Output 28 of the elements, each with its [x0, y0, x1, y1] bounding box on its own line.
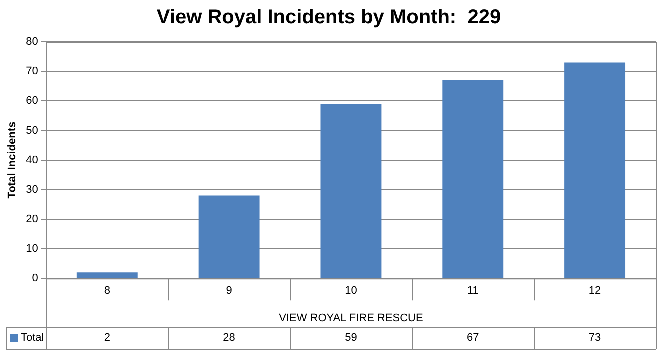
- data-label: 73: [588, 332, 602, 344]
- y-tick-label: 30: [26, 184, 38, 196]
- data-label: 67: [467, 332, 480, 344]
- data-label: 59: [345, 332, 358, 344]
- chart-title: View Royal Incidents by Month: 229: [156, 6, 502, 29]
- data-label: 28: [223, 332, 236, 344]
- y-tick-label: 20: [26, 213, 38, 226]
- x-tick-label: 9: [226, 285, 232, 298]
- x-tick-label: 10: [345, 285, 358, 298]
- y-tick-label: 70: [26, 66, 38, 78]
- bar: [198, 196, 260, 278]
- bar: [564, 62, 626, 278]
- x-tick-label: 12: [588, 285, 602, 298]
- data-label: 2: [104, 332, 110, 344]
- x-tick-label: 11: [467, 285, 479, 298]
- y-axis-title: Total Incidents: [6, 122, 19, 199]
- x-tick-label: 8: [104, 285, 110, 298]
- legend-label: Total: [21, 332, 44, 344]
- bar: [76, 272, 138, 278]
- y-tick-label: 50: [26, 124, 38, 137]
- x-axis-title: VIEW ROYAL FIRE RESCUE: [279, 312, 424, 324]
- y-tick-label: 40: [26, 154, 38, 166]
- y-tick-label: 0: [32, 272, 38, 285]
- y-tick-label: 80: [26, 36, 38, 48]
- y-tick-label: 60: [26, 95, 38, 108]
- y-tick-label: 10: [26, 243, 38, 256]
- bar: [320, 104, 382, 278]
- bar: [442, 80, 504, 278]
